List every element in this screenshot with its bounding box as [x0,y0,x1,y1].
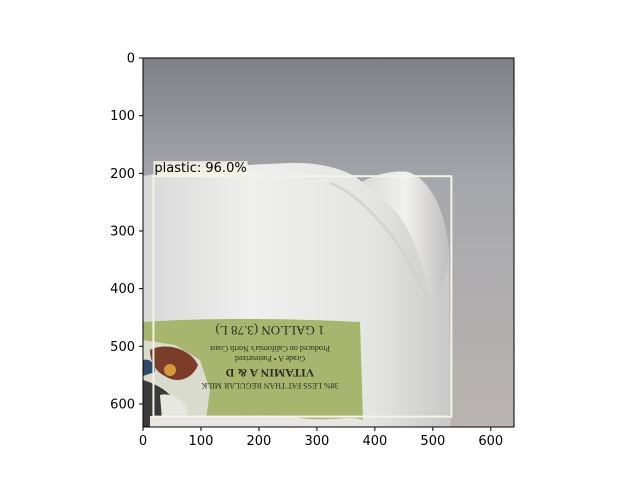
label-text-line1: 1 GALLON (3.78 L) [215,323,324,338]
x-tick-label: 400 [362,434,387,449]
detection-box [152,175,453,418]
y-tick-label: 300 [110,224,135,239]
y-axis: 0 100 200 300 400 500 600 [110,52,143,412]
jug-handle [362,171,449,302]
axes-frame [142,57,515,428]
jug-shadow [329,181,432,303]
detection-label: plastic: 96.0% [154,161,246,176]
y-tick-label: 400 [110,282,135,297]
y-tick-label: 600 [110,397,135,412]
y-tick-label: 100 [110,109,135,124]
x-axis: 0 100 200 300 400 500 600 [139,427,503,449]
detection-label-background [153,161,248,177]
x-tick-label: 600 [478,434,503,449]
x-tick-label: 200 [247,434,272,449]
x-tick-label: 500 [420,434,445,449]
y-tick-label: 200 [110,167,135,182]
label-text-line4: VITAMIN A & D [225,366,314,380]
x-tick-label: 100 [189,434,214,449]
y-tick-label: 0 [127,52,135,67]
photo: 1 GALLON (3.78 L) Produced on California… [143,58,514,427]
label-text-line3: Grade A • Pasteurized [235,354,305,363]
x-tick-label: 300 [304,434,329,449]
label-text-line5: 38% LESS FAT THAN REGULAR MILK [201,381,338,390]
y-tick-label: 500 [110,340,135,355]
label-text-line2: Produced on California's North Coast [209,344,330,353]
x-tick-label: 0 [139,434,147,449]
label-edge [150,415,363,427]
